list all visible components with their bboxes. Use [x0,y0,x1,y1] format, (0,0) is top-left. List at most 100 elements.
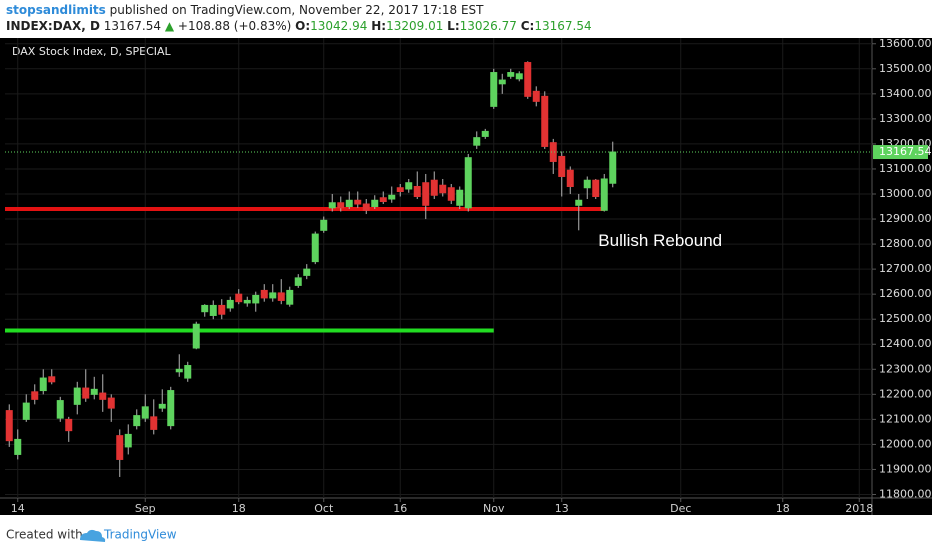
candle-body [65,418,73,432]
y-tick-label: 11900.00 [879,462,932,475]
header-line-1: stopsandlimits published on TradingView.… [6,3,484,17]
ohlc-label: O: [295,19,310,33]
candle-body [456,189,464,206]
last-price: 13167.54 [104,19,161,33]
candle-body [328,202,336,209]
brand-link[interactable]: TradingView [103,528,177,542]
y-tick-label: 13400.00 [879,87,932,100]
candle-body [362,203,370,211]
published-text: published on TradingView.com, November 2… [110,3,485,17]
candle-body [558,155,566,177]
y-tick-label: 12900.00 [879,212,932,225]
header-line-2: INDEX:DAX, D 13167.54 ▲ +108.88 (+0.83%)… [6,19,592,33]
x-tick-label: 18 [232,502,246,515]
candle-body [600,178,608,211]
candle-body [337,202,345,209]
candle-body [405,182,413,190]
chart-background [0,38,932,515]
candle-body [286,289,294,305]
ohlc-value: 13026.77 [460,19,517,33]
candle-body [473,137,481,146]
y-tick-label: 12500.00 [879,312,932,325]
candle-body [56,400,64,419]
candle-body [294,277,302,286]
author-link[interactable]: stopsandlimits [6,3,106,17]
candle-body [73,387,81,405]
candle-body [609,151,617,184]
candle-body [150,416,158,430]
annotation: Bullish Rebound [598,231,722,250]
candle-body [498,79,506,85]
candle-body [48,376,56,383]
candle-body [116,435,124,460]
candle-body [430,179,438,196]
y-tick-label: 12800.00 [879,237,932,250]
candle-body [481,130,489,137]
candle-body [14,438,22,455]
x-tick-label: 18 [776,502,790,515]
chart-title: DAX Stock Index, D, SPECIAL [12,45,172,58]
candle-body [226,299,234,309]
candle-body [490,72,498,107]
x-tick-label: 14 [11,502,25,515]
candle-body [99,392,107,400]
candle-body [388,194,396,200]
candle-body [524,62,532,97]
y-tick-label: 12600.00 [879,287,932,300]
candle-body [507,72,515,77]
ohlc-label: H: [371,19,386,33]
x-tick-label: 2018 [845,502,873,515]
y-tick-label: 13100.00 [879,162,932,175]
candle-body [566,169,574,187]
ohlc-value: 13167.54 [534,19,591,33]
footer-text: Created with [6,528,83,542]
ohlc-value: 13042.94 [310,19,367,33]
candle-body [379,197,387,203]
ohlc-value: 13209.01 [386,19,443,33]
y-tick-label: 12400.00 [879,337,932,350]
candle-body [303,268,311,276]
candle-body [583,179,591,189]
y-tick-label: 12700.00 [879,262,932,275]
candle-body [447,187,455,201]
candle-body [209,304,217,316]
footer-background [0,515,932,550]
candle-body [158,403,166,409]
ohlc-label: L: [447,19,459,33]
brand-logo [80,529,106,542]
y-tick-label: 12000.00 [879,437,932,450]
candle-body [354,199,362,205]
candle-body [269,292,277,299]
candle-body [345,199,353,208]
candle-body [201,304,209,313]
y-tick-label: 11800.00 [879,487,932,500]
candle-body [82,387,90,399]
x-tick-label: Dec [670,502,691,515]
candle-body [575,199,583,206]
y-tick-label: 12300.00 [879,362,932,375]
x-tick-label: 16 [393,502,407,515]
candle-body [141,406,149,419]
candle-body [422,182,430,206]
candle-body [515,73,523,80]
candle-body [541,95,549,147]
candle-body [184,365,192,379]
candle-body [107,397,115,409]
last-price-box [873,145,928,160]
candle-body [124,433,132,448]
x-tick-label: Sep [135,502,156,515]
change-arrow: ▲ [165,19,175,33]
candle-body [311,233,319,263]
candle-body [320,219,328,231]
y-tick-label: 13000.00 [879,187,932,200]
candle-body [5,410,13,442]
candle-body [133,415,141,427]
y-tick-label: 13500.00 [879,62,932,75]
x-tick-label: Oct [314,502,334,515]
candle-body [39,377,47,392]
change: +108.88 (+0.83%) [178,19,291,33]
x-tick-label: 13 [555,502,569,515]
candle-body [90,388,98,395]
candle-body [175,368,183,373]
